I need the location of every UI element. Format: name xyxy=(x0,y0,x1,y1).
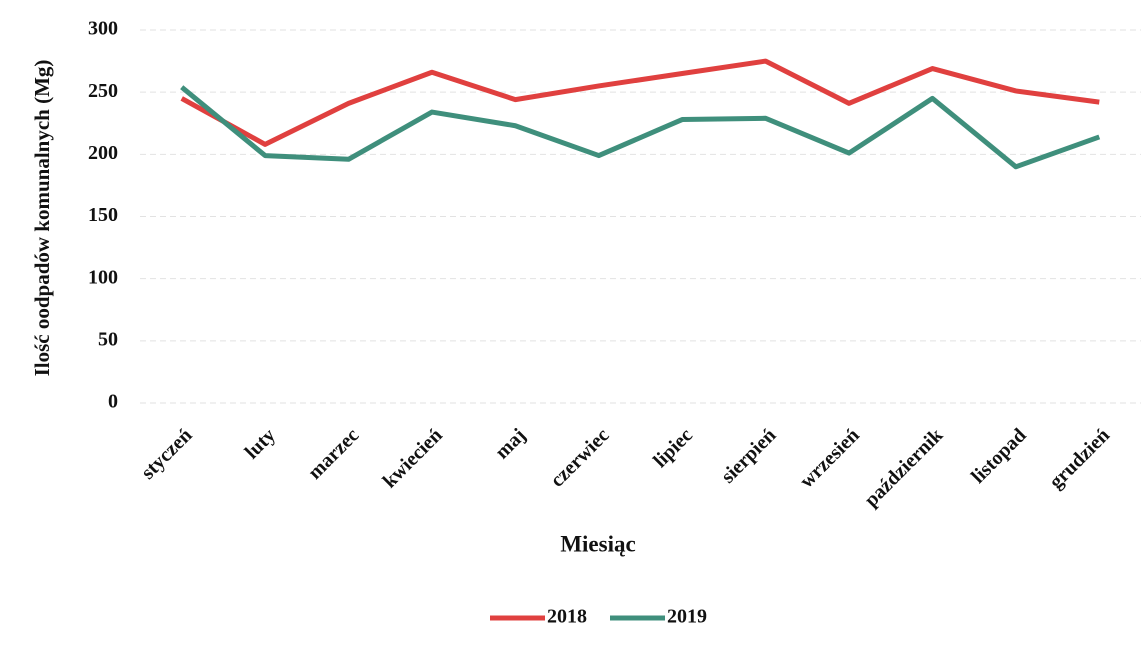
x-tick-label: luty xyxy=(241,424,280,463)
line-series xyxy=(180,58,1100,147)
y-tick-label: 250 xyxy=(88,80,118,102)
y-tick-label: 150 xyxy=(88,204,118,226)
x-axis-label: Miesiąc xyxy=(560,531,635,556)
x-tick-label: marzec xyxy=(304,424,364,484)
x-tick-label: wrzesień xyxy=(796,424,864,492)
y-tick-label: 300 xyxy=(88,18,118,40)
legend-label: 2019 xyxy=(667,606,707,628)
y-tick-label: 50 xyxy=(98,328,118,350)
line-series xyxy=(180,85,1101,170)
x-tick-label: czerwiec xyxy=(546,424,613,491)
x-tick-label: grudzień xyxy=(1045,424,1114,493)
y-tick-label: 200 xyxy=(88,142,118,164)
y-tick-label: 0 xyxy=(108,391,118,413)
legend-label: 2018 xyxy=(547,606,587,628)
y-axis-label: Ilość oodpadów komunalnych (Mg) xyxy=(30,60,54,377)
x-tick-label: styczeń xyxy=(137,424,197,484)
x-tick-label: listopad xyxy=(967,424,1031,488)
x-tick-label: październik xyxy=(860,424,948,512)
y-tick-label: 100 xyxy=(88,266,118,288)
x-tick-label: kwiecień xyxy=(379,424,447,492)
x-tick-label: lipiec xyxy=(649,424,697,472)
x-tick-label: maj xyxy=(491,424,530,463)
x-tick-label: sierpień xyxy=(717,424,780,487)
